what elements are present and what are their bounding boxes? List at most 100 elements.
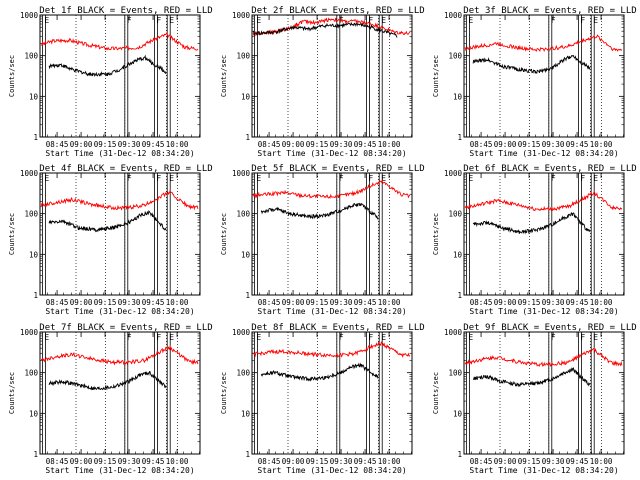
marker-label: E [468,16,473,25]
x-tick-label: 09:00 [282,140,305,149]
marker-label: E [381,16,386,25]
x-tick-label: 09:30 [542,140,565,149]
plot-frame [463,14,625,138]
y-tick-label: 100 [448,52,462,61]
y-axis-label: Counts/sec [8,213,16,255]
marker-label: F [551,174,556,183]
y-tick-label: 1 [33,291,38,300]
x-tick-label: 09:15 [94,298,117,307]
panel-3: Det 3f BLACK = Events, RED = LLD 1 10 100 10… [432,6,637,158]
y-axis-label: Counts/sec [432,213,440,255]
y-tick-label: 1 [457,133,462,142]
panel-title: Det 2f BLACK = Events, RED = LLD [251,6,424,16]
marker-label: F [368,333,373,342]
panel-6: Det 6f BLACK = Events, RED = LLD 1 10 100 10… [432,164,637,316]
panel-title: Det 6f BLACK = Events, RED = LLD [463,164,636,174]
x-tick-label: 09:15 [94,140,117,149]
y-tick-label: 1 [245,450,250,459]
x-tick-label: 09:30 [330,457,353,466]
marker-label: E [256,16,261,25]
y-tick-label: 100 [448,369,462,378]
y-axis-label: Counts/sec [220,213,228,255]
x-tick-label: 09:45 [566,140,589,149]
marker-label: E [593,16,598,25]
panel-4: Det 4f BLACK = Events, RED = LLD 1 10 100 10… [8,164,213,316]
marker-label: E [593,174,598,183]
y-tick-label: 1000 [444,328,463,337]
x-tick-label: 08:45 [258,457,281,466]
y-tick-label: 10 [241,250,251,259]
x-tick-label: 09:15 [518,457,541,466]
lld-series-line [41,344,199,366]
plot-frame [39,172,201,296]
x-tick-label: 08:45 [46,457,69,466]
events-series-line [48,370,167,391]
x-tick-label: 10:00 [378,298,401,307]
y-tick-label: 1000 [20,169,39,178]
x-tick-label: 08:45 [470,457,493,466]
x-tick-label: 09:30 [542,457,565,466]
lld-series-line [464,348,623,368]
plot-frame [251,331,413,455]
marker-label: F [368,174,373,183]
x-tick-label: 09:45 [142,140,165,149]
x-axis-label: Start Time (31-Dec-12 08:34:20) [469,307,618,316]
x-tick-label: 09:15 [518,140,541,149]
panel-8: Det 8f BLACK = Events, RED = LLD 1 10 100 10… [220,323,425,475]
y-tick-label: 1 [245,133,250,142]
x-axis-label: Start Time (31-Dec-12 08:34:20) [257,466,406,475]
y-tick-label: 1000 [444,11,463,20]
x-tick-label: 09:00 [70,298,93,307]
marker-label: F [580,333,585,342]
y-axis-label: Counts/sec [432,372,440,414]
events-series-line [48,209,167,233]
plot-frame [39,331,201,455]
events-series-line [252,21,398,38]
y-tick-label: 10 [453,250,463,259]
y-tick-label: 1 [33,133,38,142]
events-series-line [260,362,379,382]
marker-label: E [169,174,174,183]
y-tick-label: 1000 [232,11,251,20]
marker-label: F [580,174,585,183]
x-tick-label: 09:30 [330,298,353,307]
x-tick-label: 09:30 [118,457,141,466]
x-tick-label: 09:30 [118,298,141,307]
events-series-line [472,367,591,388]
plot-frame [463,331,625,455]
panel-title: Det 5f BLACK = Events, RED = LLD [251,164,424,174]
y-tick-label: 100 [24,52,38,61]
marker-label: F [156,174,161,183]
x-tick-label: 09:15 [306,140,329,149]
lld-series-line [252,341,411,359]
x-tick-label: 10:00 [590,298,613,307]
y-tick-label: 1 [457,291,462,300]
events-series-line [472,212,591,235]
plot-frame [463,172,625,296]
x-axis-label: Start Time (31-Dec-12 08:34:20) [45,466,194,475]
y-axis-label: Counts/sec [220,55,228,97]
x-axis-label: Start Time (31-Dec-12 08:34:20) [469,149,618,158]
x-tick-label: 09:00 [282,298,305,307]
x-tick-label: 09:45 [354,140,377,149]
panel-title: Det 8f BLACK = Events, RED = LLD [251,323,424,333]
x-tick-label: 09:45 [354,457,377,466]
marker-label: E [256,333,261,342]
x-tick-label: 08:45 [46,140,69,149]
panel-1: Det 1f BLACK = Events, RED = LLD 1 10 100 10… [8,6,213,158]
x-tick-label: 09:45 [566,298,589,307]
y-tick-label: 10 [29,250,39,259]
x-tick-label: 09:15 [518,298,541,307]
lld-series-line [40,190,199,211]
y-tick-label: 1000 [232,169,251,178]
plot-frame [251,14,413,138]
x-tick-label: 08:45 [470,140,493,149]
x-tick-label: 09:45 [566,457,589,466]
marker-label: F [127,174,132,183]
y-tick-label: 10 [29,409,39,418]
events-series-line [260,202,379,220]
y-axis-label: Counts/sec [8,55,16,97]
panel-5: Det 5f BLACK = Events, RED = LLD 1 10 100 10… [220,164,425,316]
marker-label: E [468,174,473,183]
panel-9: Det 9f BLACK = Events, RED = LLD 1 10 100 10… [432,323,637,475]
